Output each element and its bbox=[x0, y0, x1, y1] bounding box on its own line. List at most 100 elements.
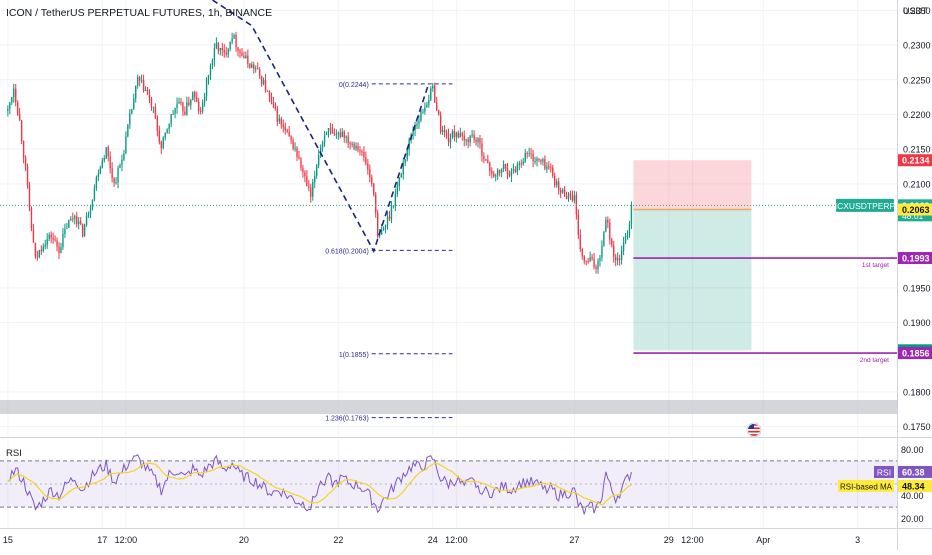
price-tick-label: 0.1950 bbox=[903, 283, 931, 293]
candle-body bbox=[207, 74, 210, 79]
candle-body bbox=[30, 208, 33, 230]
zigzag-pattern[interactable] bbox=[212, 0, 430, 254]
time-tick-label: 20 bbox=[239, 535, 249, 545]
candle-body bbox=[347, 136, 349, 144]
candle-body bbox=[567, 193, 570, 199]
candle-body bbox=[353, 143, 355, 149]
candle-body bbox=[605, 219, 607, 232]
time-tick-label: 12:00 bbox=[445, 535, 468, 545]
candle-body bbox=[495, 175, 497, 177]
price-tick-label: 0.1750 bbox=[903, 422, 931, 432]
candle-body bbox=[542, 159, 544, 162]
candle-body bbox=[257, 68, 259, 70]
candle-body bbox=[109, 156, 111, 169]
candle-body bbox=[404, 159, 406, 164]
zigzag-line[interactable] bbox=[212, 0, 430, 254]
candle-body bbox=[630, 205, 633, 224]
candle-body bbox=[496, 170, 499, 176]
candle-body bbox=[485, 159, 487, 161]
candle-body bbox=[355, 145, 357, 149]
candle-body bbox=[89, 208, 92, 215]
candle-body bbox=[530, 153, 532, 155]
candle-body bbox=[337, 132, 340, 134]
candle-body bbox=[392, 205, 395, 207]
candle-body bbox=[20, 120, 23, 142]
candle-body bbox=[424, 107, 426, 112]
time-axis[interactable]: 15 17 12:00 20 22 24 12:00 27 29 12:00 Apr 3 bbox=[3, 535, 860, 545]
candle-body bbox=[268, 91, 271, 97]
candle-body bbox=[540, 160, 542, 162]
candle-body bbox=[172, 113, 174, 115]
candle-body bbox=[176, 103, 178, 109]
candle-body bbox=[599, 257, 601, 261]
candle-body bbox=[569, 193, 572, 196]
candle-body bbox=[264, 80, 267, 91]
fibonacci-extension[interactable]: 0(0.2244) 0.618(0.2004) 1(0.1855) 1.236(0.1… bbox=[325, 82, 453, 423]
price-axis[interactable]: 0.2350 0.2300 0.2250 0.2200 0.2150 0.2100 0.19… bbox=[903, 6, 931, 432]
candle-body bbox=[201, 102, 204, 112]
candle-body bbox=[180, 101, 182, 103]
candle-body bbox=[451, 130, 454, 138]
candle-body bbox=[394, 193, 397, 206]
candle-body bbox=[396, 186, 399, 194]
candle-body bbox=[26, 166, 29, 186]
candle-body bbox=[316, 165, 318, 177]
candle-body bbox=[518, 163, 521, 165]
rsi-ma-name-bg bbox=[838, 479, 894, 492]
candle-body bbox=[22, 141, 25, 158]
short-position-tool[interactable] bbox=[633, 160, 752, 351]
candle-body bbox=[400, 174, 402, 178]
candle-body bbox=[50, 234, 52, 238]
candle-body bbox=[115, 182, 117, 184]
price-tick-label: 0.2150 bbox=[903, 145, 931, 155]
candle-body bbox=[467, 139, 469, 143]
price-badges: 0.21340.206948:010.20630.18600.19930.185… bbox=[898, 154, 932, 360]
candle-body bbox=[168, 123, 170, 130]
rsi-pane[interactable] bbox=[0, 440, 897, 528]
candle-body bbox=[508, 173, 511, 176]
candle-body bbox=[133, 98, 135, 110]
candle-body bbox=[148, 94, 151, 99]
target-badge-bg bbox=[898, 347, 932, 360]
candle-body bbox=[359, 150, 361, 152]
rsi-ma-badge: RSI-based MA 48.34 bbox=[838, 479, 932, 492]
candle-body bbox=[184, 111, 186, 115]
stop-loss-zone[interactable] bbox=[633, 160, 752, 210]
price-pane[interactable] bbox=[0, 0, 897, 437]
candle-body bbox=[603, 231, 605, 246]
candle-body bbox=[97, 173, 100, 178]
candle-body bbox=[125, 136, 127, 154]
time-tick-label: 12:00 bbox=[681, 535, 704, 545]
candle-body bbox=[302, 168, 304, 173]
candle-body bbox=[310, 187, 312, 197]
candle-body bbox=[182, 102, 184, 112]
candle-body bbox=[498, 170, 501, 173]
candle-body bbox=[266, 90, 269, 92]
candle-body bbox=[219, 47, 222, 51]
take-profit-zone[interactable] bbox=[633, 209, 752, 351]
candle-body bbox=[117, 167, 119, 183]
candle-body bbox=[526, 153, 528, 155]
candle-body bbox=[607, 219, 609, 223]
candle-body bbox=[365, 157, 367, 164]
price-tick-label: 0.1900 bbox=[903, 318, 931, 328]
candle-body bbox=[615, 256, 617, 261]
candle-body bbox=[616, 258, 619, 261]
candle-body bbox=[390, 206, 393, 220]
candle-body bbox=[83, 224, 86, 237]
candle-body bbox=[152, 106, 155, 108]
candle-body bbox=[160, 142, 162, 149]
candle-body bbox=[343, 131, 345, 138]
candle-body bbox=[436, 102, 438, 111]
candle-body bbox=[534, 161, 536, 163]
candle-body bbox=[34, 242, 37, 257]
rsi-ma-name-text: RSI-based MA bbox=[840, 482, 893, 491]
candle-body bbox=[9, 102, 11, 109]
candle-body bbox=[164, 132, 166, 138]
economic-event-flag-icon[interactable] bbox=[746, 422, 762, 438]
candle-body bbox=[506, 168, 509, 174]
target-badge-value: 0.1856 bbox=[902, 349, 930, 359]
target-lines[interactable]: 1st target 2nd target bbox=[633, 257, 897, 364]
